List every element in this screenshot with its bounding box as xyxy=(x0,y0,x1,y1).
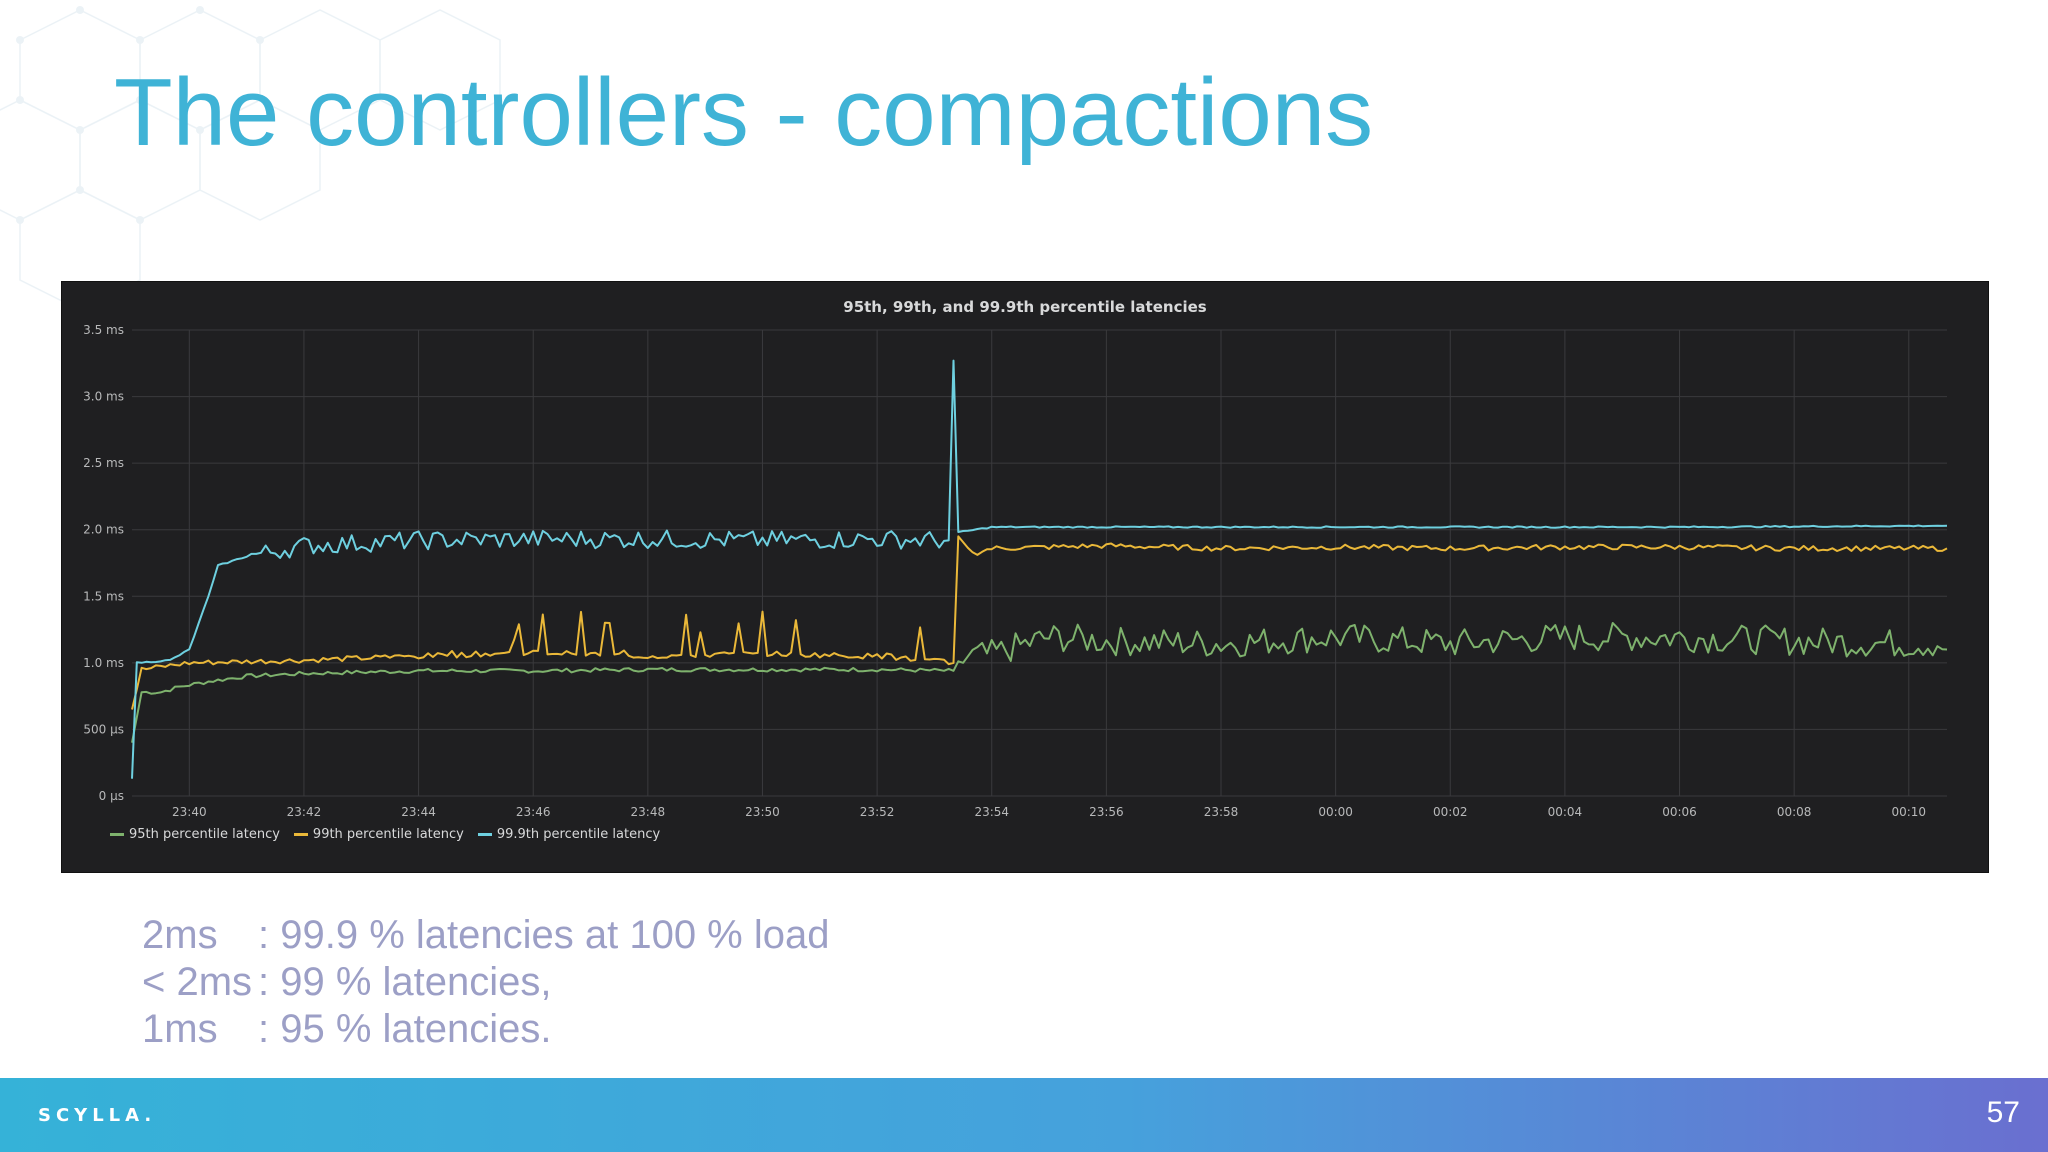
x-tick-label: 23:42 xyxy=(287,805,322,819)
note-line: < 2ms: 99 % latencies, xyxy=(142,959,829,1006)
series-line-p99 xyxy=(131,535,1948,710)
y-tick-label: 1.0 ms xyxy=(83,656,124,670)
legend-swatch-p999 xyxy=(477,833,492,836)
legend-label-p999: 99.9th percentile latency xyxy=(496,827,661,842)
note-text: : 99.9 % latencies at 100 % load xyxy=(258,913,830,957)
x-tick-label: 23:56 xyxy=(1089,805,1124,819)
legend-swatch-p95 xyxy=(110,833,124,836)
x-tick-label: 00:02 xyxy=(1433,805,1468,819)
note-text: : 99 % latencies, xyxy=(258,960,552,1004)
latency-chart-panel: 0 µs 500 µs 1.0 ms 1.5 ms 2.0 ms 2.5 ms 3.0 ms… xyxy=(61,281,1989,873)
note-key: < 2ms xyxy=(142,960,253,1004)
x-tick-label: 23:52 xyxy=(860,805,895,819)
legend-item-p999[interactable]: 99.9th percentile latency xyxy=(477,827,661,842)
legend-item-p99[interactable]: 99th percentile latency xyxy=(293,827,464,842)
x-tick-label: 23:40 xyxy=(172,805,207,819)
y-tick-label: 0 µs xyxy=(99,789,124,803)
legend-item-p95[interactable]: 95th percentile latency xyxy=(110,827,280,842)
y-tick-label: 2.0 ms xyxy=(83,523,124,537)
legend-swatch-p99 xyxy=(293,833,308,836)
note-key: 1ms xyxy=(142,1007,218,1051)
note-line: 2ms : 99.9 % latencies at 100 % load xyxy=(142,912,829,959)
x-tick-label: 00:10 xyxy=(1891,805,1926,819)
x-tick-label: 23:48 xyxy=(631,805,666,819)
y-tick-label: 500 µs xyxy=(83,722,124,736)
latency-notes: 2ms : 99.9 % latencies at 100 % load < 2m… xyxy=(142,912,829,1053)
x-tick-label: 00:00 xyxy=(1318,805,1353,819)
hexagon-pattern-decoration xyxy=(0,6,501,311)
x-tick-label: 23:46 xyxy=(516,805,551,819)
note-text: : 95 % latencies. xyxy=(258,1007,552,1051)
latency-line-chart: 0 µs 500 µs 1.0 ms 1.5 ms 2.0 ms 2.5 ms 3.0 ms… xyxy=(83,323,1948,819)
x-tick-label: 00:04 xyxy=(1548,805,1583,819)
note-line: 1ms : 95 % latencies. xyxy=(142,1006,829,1053)
brand-logo: SCYLLA. xyxy=(38,1105,157,1126)
footer-bar: SCYLLA. 57 xyxy=(0,1078,2048,1152)
chart-legend: 95th percentile latency 99th percentile … xyxy=(110,827,660,842)
y-tick-label: 2.5 ms xyxy=(83,456,124,470)
page-number: 57 xyxy=(1986,1096,2020,1129)
x-tick-label: 00:08 xyxy=(1777,805,1812,819)
y-tick-label: 1.5 ms xyxy=(83,589,124,603)
x-tick-label: 23:58 xyxy=(1204,805,1239,819)
note-key: 2ms xyxy=(142,913,218,957)
legend-label-p95: 95th percentile latency xyxy=(129,827,280,842)
x-tick-label: 00:06 xyxy=(1662,805,1697,819)
x-tick-label: 23:54 xyxy=(974,805,1009,819)
x-tick-label: 23:50 xyxy=(745,805,780,819)
legend-label-p99: 99th percentile latency xyxy=(312,827,464,842)
series-line-p95 xyxy=(131,622,1948,743)
y-tick-label: 3.0 ms xyxy=(83,390,124,404)
series-line-p999 xyxy=(131,359,1948,779)
chart-title: 95th, 99th, and 99.9th percentile latenc… xyxy=(843,298,1207,316)
slide-title: The controllers - compactions xyxy=(114,59,1374,166)
x-tick-label: 23:44 xyxy=(401,805,436,819)
y-tick-label: 3.5 ms xyxy=(83,323,124,337)
